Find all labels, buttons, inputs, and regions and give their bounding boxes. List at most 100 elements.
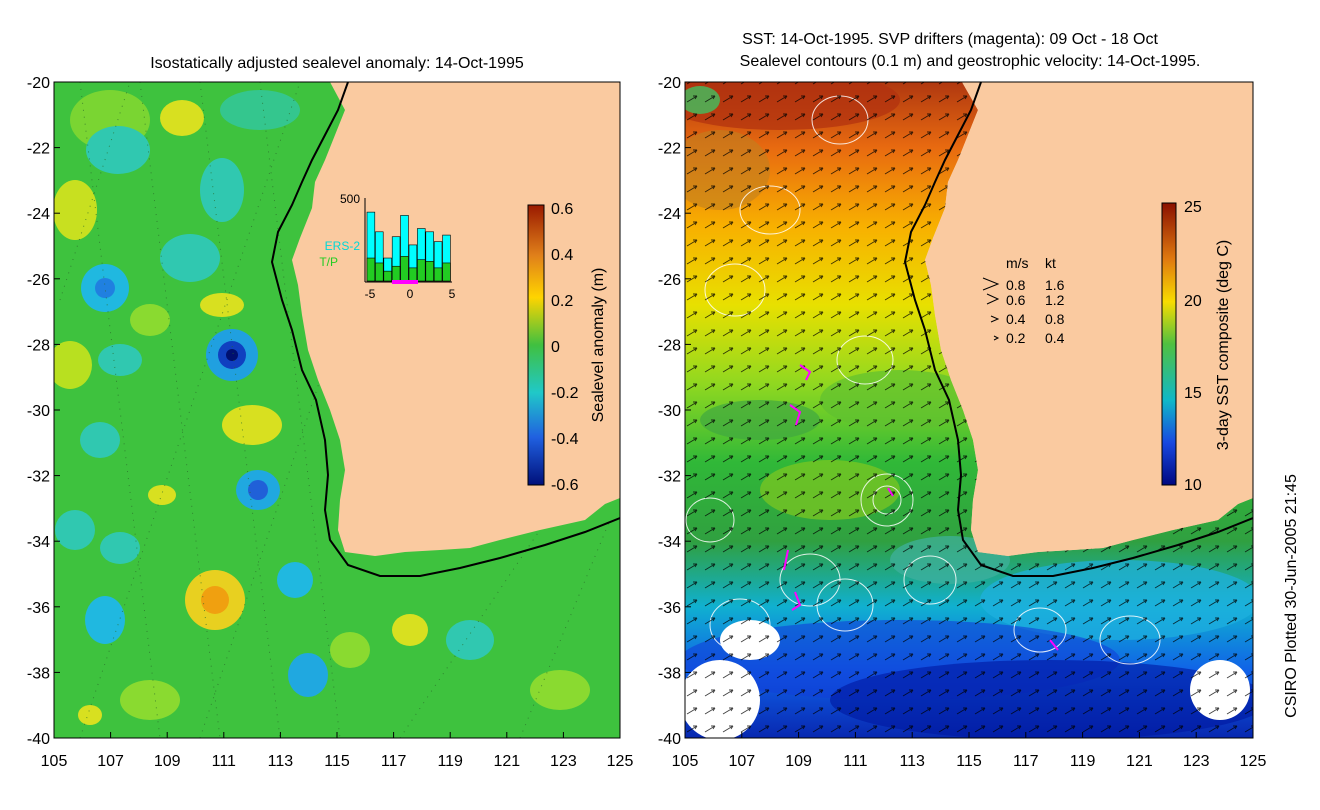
left-xtick-label: 123 <box>550 753 577 770</box>
velocity-legend-kt-0: 1.6 <box>1045 277 1065 293</box>
inset-series-tp: T/P <box>319 255 338 269</box>
inset-bar-tp <box>366 257 376 282</box>
left-colorbar-label: Sealevel anomaly (m) <box>590 268 607 423</box>
right-ytick-label: -22 <box>658 141 681 158</box>
right-ytick-label: -40 <box>658 731 681 748</box>
right-ytick-label: -38 <box>658 665 681 682</box>
left-ytick-label: -38 <box>27 665 50 682</box>
right-cbar-tick-20: 20 <box>1184 293 1202 310</box>
left-cbar-tick-0.2: 0.2 <box>551 293 573 310</box>
right-cbar-tick-15: 15 <box>1184 385 1202 402</box>
inset-xtick-minus5: -5 <box>365 287 376 301</box>
velocity-legend-ms-3: 0.2 <box>1006 330 1026 346</box>
velocity-legend-ms-2: 0.4 <box>1006 311 1026 327</box>
right-title-line1: SST: 14-Oct-1995. SVP drifters (magenta)… <box>742 31 1158 48</box>
left-colorbar-ramp <box>527 204 545 486</box>
left-ytick-label: -36 <box>27 600 50 617</box>
velocity-legend: m/s kt 0.8 1.6 0.6 1.2 0.4 0.8 0.2 0.4 <box>982 255 1065 346</box>
right-xtick-label: 105 <box>672 753 699 770</box>
right-xtick-label: 109 <box>785 753 812 770</box>
left-ytick-label: -30 <box>27 403 50 420</box>
left-xtick-label: 121 <box>493 753 520 770</box>
inset-bars <box>366 211 451 282</box>
right-ytick-label: -32 <box>658 469 681 486</box>
right-xtick-label: 121 <box>1126 753 1153 770</box>
left-title: Isostatically adjusted sealevel anomaly:… <box>150 55 524 72</box>
left-cbar-tick-0: 0 <box>551 339 560 356</box>
right-colorbar-ramp <box>1161 202 1177 486</box>
right-ytick-label: -28 <box>658 337 681 354</box>
right-cbar-tick-25: 25 <box>1184 199 1202 216</box>
inset-bar-tp <box>383 270 392 282</box>
left-ytick-label: -34 <box>27 534 50 551</box>
left-satellite-tracks <box>59 82 611 738</box>
inset-series-ers2: ERS-2 <box>325 239 361 253</box>
left-xtick-label: 111 <box>212 753 236 770</box>
left-xtick-label: 107 <box>97 753 124 770</box>
inset-bar-tp <box>417 259 426 282</box>
right-xtick-label: 123 <box>1183 753 1210 770</box>
inset-bar-tp <box>442 262 451 282</box>
velocity-legend-kt-3: 0.4 <box>1045 330 1065 346</box>
left-ytick-label: -28 <box>27 337 50 354</box>
left-shelf-contour <box>270 82 620 577</box>
left-colorbar: 0.6 0.4 0.2 0 -0.2 -0.4 -0.6 Sealevel an… <box>527 201 607 494</box>
credit-text: CSIRO Plotted 30-Jun-2005 21:45 <box>1283 474 1300 718</box>
left-xtick-label: 119 <box>437 753 463 770</box>
inset-xtick-0: 0 <box>407 287 414 301</box>
inset-ymax-label: 500 <box>340 192 360 206</box>
left-cbar-tick-0.4: 0.4 <box>551 247 573 264</box>
velocity-arrow-0.8-icon <box>982 277 1000 291</box>
left-ytick-label: -22 <box>27 141 50 158</box>
velocity-legend-ms-0: 0.8 <box>1006 277 1026 293</box>
inset-window-marker <box>392 280 418 284</box>
velocity-legend-header-kt: kt <box>1045 255 1056 271</box>
right-cbar-tick-10: 10 <box>1184 477 1202 494</box>
right-ytick-label: -30 <box>658 403 681 420</box>
left-xtick-label: 105 <box>41 753 68 770</box>
left-cbar-tick-m0.6: -0.6 <box>551 477 579 494</box>
inset-bar-tp <box>433 267 443 282</box>
right-xtick-label: 117 <box>1013 753 1039 770</box>
velocity-legend-ms-1: 0.6 <box>1006 292 1026 308</box>
right-ytick-label: -24 <box>658 206 681 223</box>
inset-bar-tp <box>400 256 409 282</box>
left-xtick-label: 113 <box>268 753 294 770</box>
left-xtick-label: 125 <box>607 753 634 770</box>
left-ytick-label: -24 <box>27 206 50 223</box>
velocity-legend-header-ms: m/s <box>1006 255 1029 271</box>
right-xtick-label: 119 <box>1070 753 1096 770</box>
left-cbar-tick-m0.2: -0.2 <box>551 385 579 402</box>
left-anomaly-features <box>54 90 590 725</box>
right-xtick-label: 107 <box>728 753 755 770</box>
right-ytick-label: -34 <box>658 534 681 551</box>
right-xtick-label: 125 <box>1240 753 1267 770</box>
left-ytick-label: -32 <box>27 469 50 486</box>
inset-bar-tp <box>408 267 418 282</box>
right-ytick-label: -20 <box>658 75 681 92</box>
right-xtick-label: 111 <box>843 753 867 770</box>
velocity-legend-kt-2: 0.8 <box>1045 311 1065 327</box>
right-xtick-label: 113 <box>899 753 925 770</box>
right-shelf-contour <box>903 82 1253 577</box>
right-colorbar-label: 3-day SST composite (deg C) <box>1215 240 1232 450</box>
right-drifter-tracks <box>783 364 1059 651</box>
left-xtick-label: 117 <box>381 753 407 770</box>
velocity-arrow-0.6-icon <box>986 293 1000 305</box>
inset-xtick-5: 5 <box>449 287 456 301</box>
left-ytick-label: -20 <box>27 75 50 92</box>
left-xtick-label: 109 <box>154 753 181 770</box>
histogram-inset: 500 ERS-2 T/P -5 0 5 <box>319 192 455 301</box>
left-cbar-tick-m0.4: -0.4 <box>551 431 579 448</box>
left-xtick-label: 115 <box>324 753 350 770</box>
right-ytick-label: -36 <box>658 600 681 617</box>
right-title-line2: Sealevel contours (0.1 m) and geostrophi… <box>740 53 1201 70</box>
right-colorbar: 25 20 15 10 3-day SST composite (deg C) <box>1161 199 1232 494</box>
right-xtick-label: 115 <box>956 753 982 770</box>
right-ytick-label: -26 <box>658 272 681 289</box>
inset-bar-tp <box>375 262 384 282</box>
velocity-arrow-0.2-icon <box>993 335 1000 341</box>
left-cbar-tick-0.6: 0.6 <box>551 201 573 218</box>
